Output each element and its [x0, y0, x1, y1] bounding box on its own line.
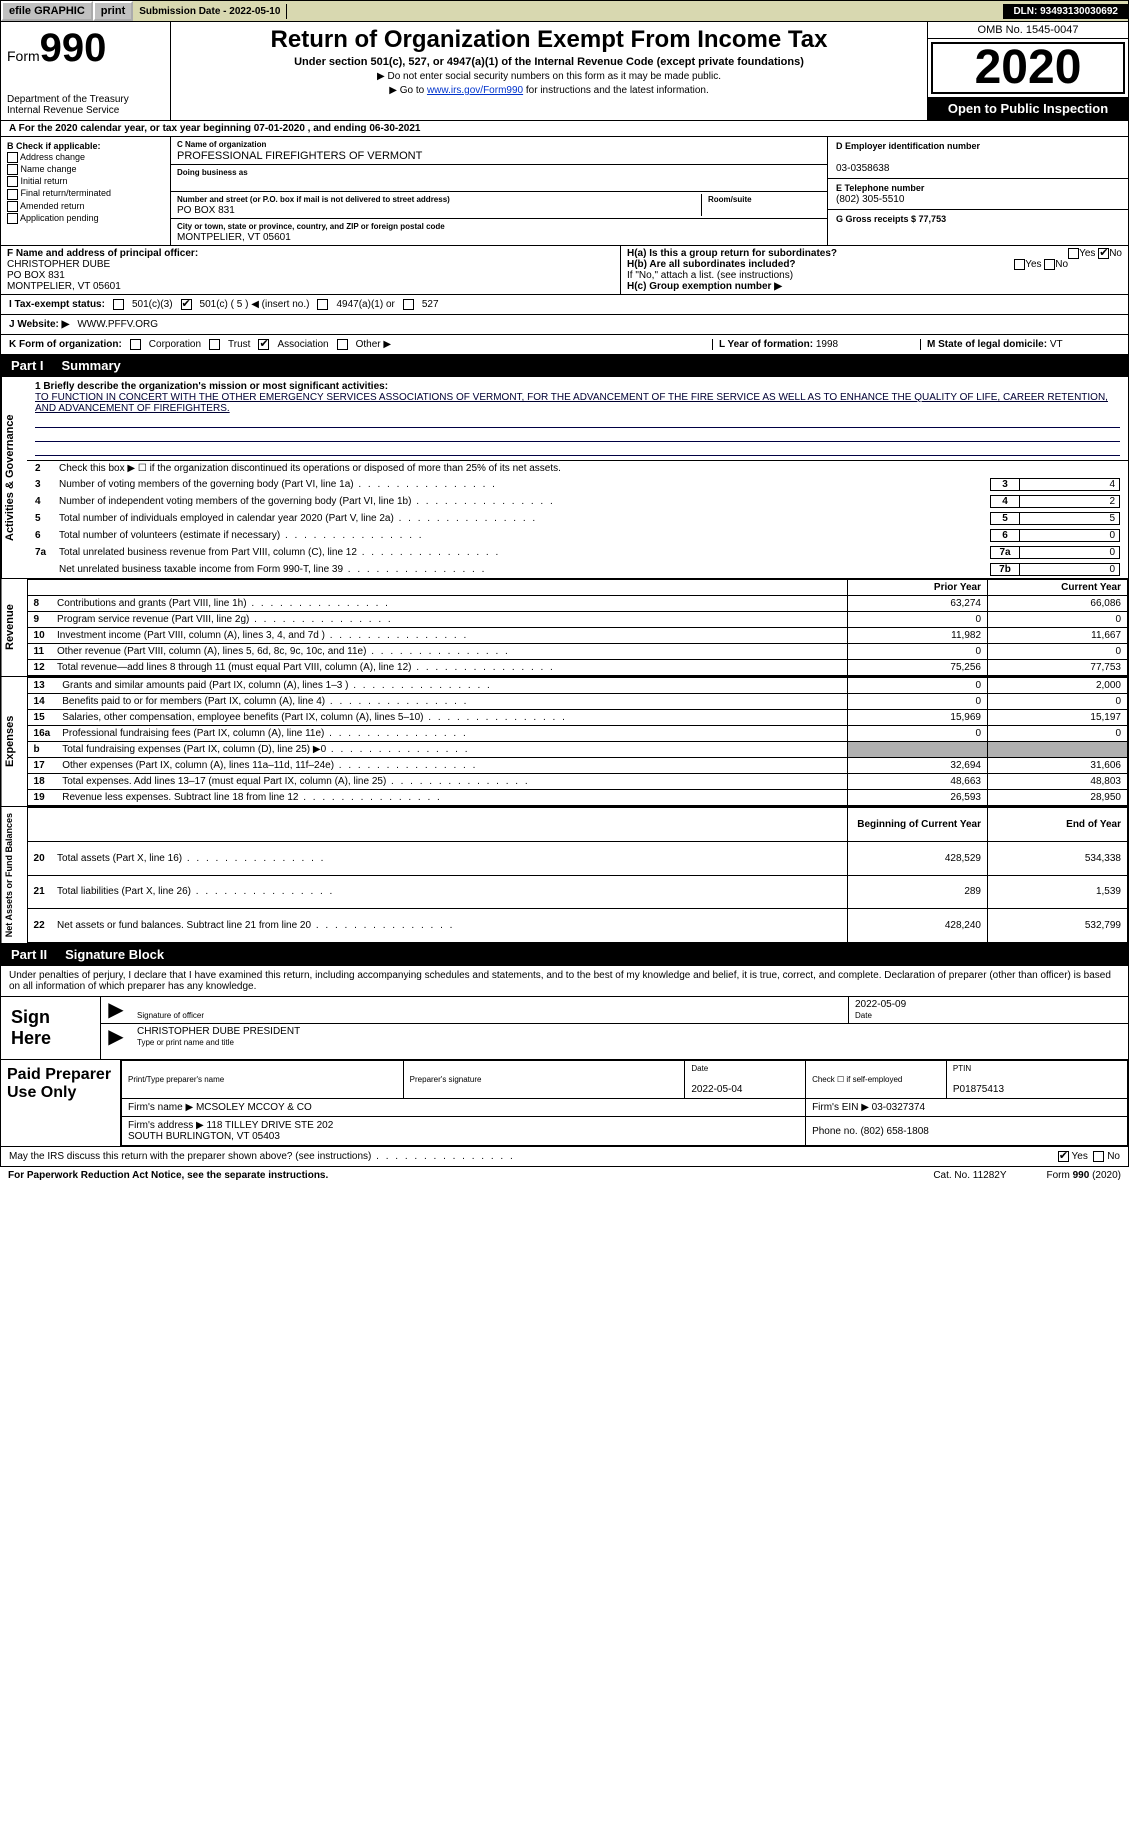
org-city: MONTPELIER, VT 05601: [177, 232, 291, 243]
omb-number: OMB No. 1545-0047: [928, 22, 1128, 39]
department-label: Department of the Treasury Internal Reve…: [7, 94, 164, 116]
box-b: B Check if applicable: Address change Na…: [1, 137, 171, 245]
table-row: 22Net assets or fund balances. Subtract …: [27, 909, 1127, 943]
table-row: 8Contributions and grants (Part VIII, li…: [27, 596, 1127, 612]
table-row: bTotal fundraising expenses (Part IX, co…: [27, 742, 1127, 758]
form-subtitle: Under section 501(c), 527, or 4947(a)(1)…: [179, 56, 919, 68]
table-row: 18Total expenses. Add lines 13–17 (must …: [27, 774, 1127, 790]
tax-year: 2020: [931, 42, 1125, 94]
website-value: WWW.PFFV.ORG: [77, 319, 158, 330]
table-row: 9Program service revenue (Part VIII, lin…: [27, 612, 1127, 628]
officer-group-row: F Name and address of principal officer:…: [0, 246, 1129, 295]
info-section: B Check if applicable: Address change Na…: [0, 137, 1129, 246]
open-to-public: Open to Public Inspection: [928, 97, 1128, 120]
discuss-row: May the IRS discuss this return with the…: [0, 1147, 1129, 1167]
officer-signature-name: CHRISTOPHER DUBE PRESIDENT: [137, 1026, 300, 1037]
efile-graphic-button[interactable]: efile GRAPHIC: [1, 1, 93, 21]
revenue-section: Revenue Prior YearCurrent Year 8Contribu…: [0, 579, 1129, 677]
tax-status-row: I Tax-exempt status: 501(c)(3) 501(c) ( …: [0, 295, 1129, 315]
officer-name: CHRISTOPHER DUBE: [7, 259, 110, 270]
table-row: 13Grants and similar amounts paid (Part …: [27, 678, 1127, 694]
top-toolbar: efile GRAPHIC print Submission Date - 20…: [0, 0, 1129, 22]
telephone: (802) 305-5510: [836, 194, 904, 205]
table-row: 19Revenue less expenses. Subtract line 1…: [27, 790, 1127, 806]
dln-label: DLN: 93493130030692: [1003, 4, 1128, 19]
paid-preparer-block: Paid Preparer Use Only Print/Type prepar…: [0, 1060, 1129, 1147]
table-row: 10Investment income (Part VIII, column (…: [27, 628, 1127, 644]
table-row: 21Total liabilities (Part X, line 26)289…: [27, 875, 1127, 909]
print-button[interactable]: print: [93, 1, 133, 21]
form-header: Form990 Department of the Treasury Inter…: [0, 22, 1129, 121]
table-row: 16aProfessional fundraising fees (Part I…: [27, 726, 1127, 742]
expenses-section: Expenses 13Grants and similar amounts pa…: [0, 677, 1129, 807]
website-row: J Website: ▶ WWW.PFFV.ORG: [0, 315, 1129, 335]
box-c: C Name of organization PROFESSIONAL FIRE…: [171, 137, 828, 245]
form-of-org-row: K Form of organization: Corporation Trus…: [0, 335, 1129, 355]
table-row: 11Other revenue (Part VIII, column (A), …: [27, 644, 1127, 660]
submission-date: Submission Date - 2022-05-10: [133, 4, 287, 19]
table-row: 17Other expenses (Part IX, column (A), l…: [27, 758, 1127, 774]
table-row: 14Benefits paid to or for members (Part …: [27, 694, 1127, 710]
box-d: D Employer identification number 03-0358…: [828, 137, 1128, 245]
table-row: 12Total revenue—add lines 8 through 11 (…: [27, 660, 1127, 676]
penalty-statement: Under penalties of perjury, I declare th…: [0, 966, 1129, 997]
mission-block: 1 Briefly describe the organization's mi…: [27, 377, 1128, 461]
table-row: 15Salaries, other compensation, employee…: [27, 710, 1127, 726]
part-1-header: Part I Summary: [0, 355, 1129, 377]
governance-section: Activities & Governance 1 Briefly descri…: [0, 377, 1129, 579]
form-title: Return of Organization Exempt From Incom…: [179, 26, 919, 54]
page-footer: For Paperwork Reduction Act Notice, see …: [0, 1167, 1129, 1184]
net-assets-section: Net Assets or Fund Balances Beginning of…: [0, 807, 1129, 944]
part-2-header: Part II Signature Block: [0, 944, 1129, 966]
tax-period: A For the 2020 calendar year, or tax yea…: [0, 121, 1129, 137]
form-number: Form990: [7, 26, 164, 71]
firm-name: MCSOLEY MCCOY & CO: [196, 1102, 312, 1113]
sign-here-block: Sign Here ▶ Signature of officer 2022-05…: [0, 997, 1129, 1060]
irs-link[interactable]: www.irs.gov/Form990: [427, 85, 523, 96]
form-note-2: ▶ Go to www.irs.gov/Form990 for instruct…: [179, 85, 919, 96]
org-street: PO BOX 831: [177, 205, 235, 216]
mission-text: TO FUNCTION IN CONCERT WITH THE OTHER EM…: [35, 392, 1108, 414]
form-note-1: ▶ Do not enter social security numbers o…: [179, 71, 919, 82]
ein-value: 03-0358638: [836, 163, 889, 174]
org-name: PROFESSIONAL FIREFIGHTERS OF VERMONT: [177, 150, 422, 162]
gross-receipts: 77,753: [919, 214, 947, 224]
table-row: 20Total assets (Part X, line 16)428,5295…: [27, 841, 1127, 875]
